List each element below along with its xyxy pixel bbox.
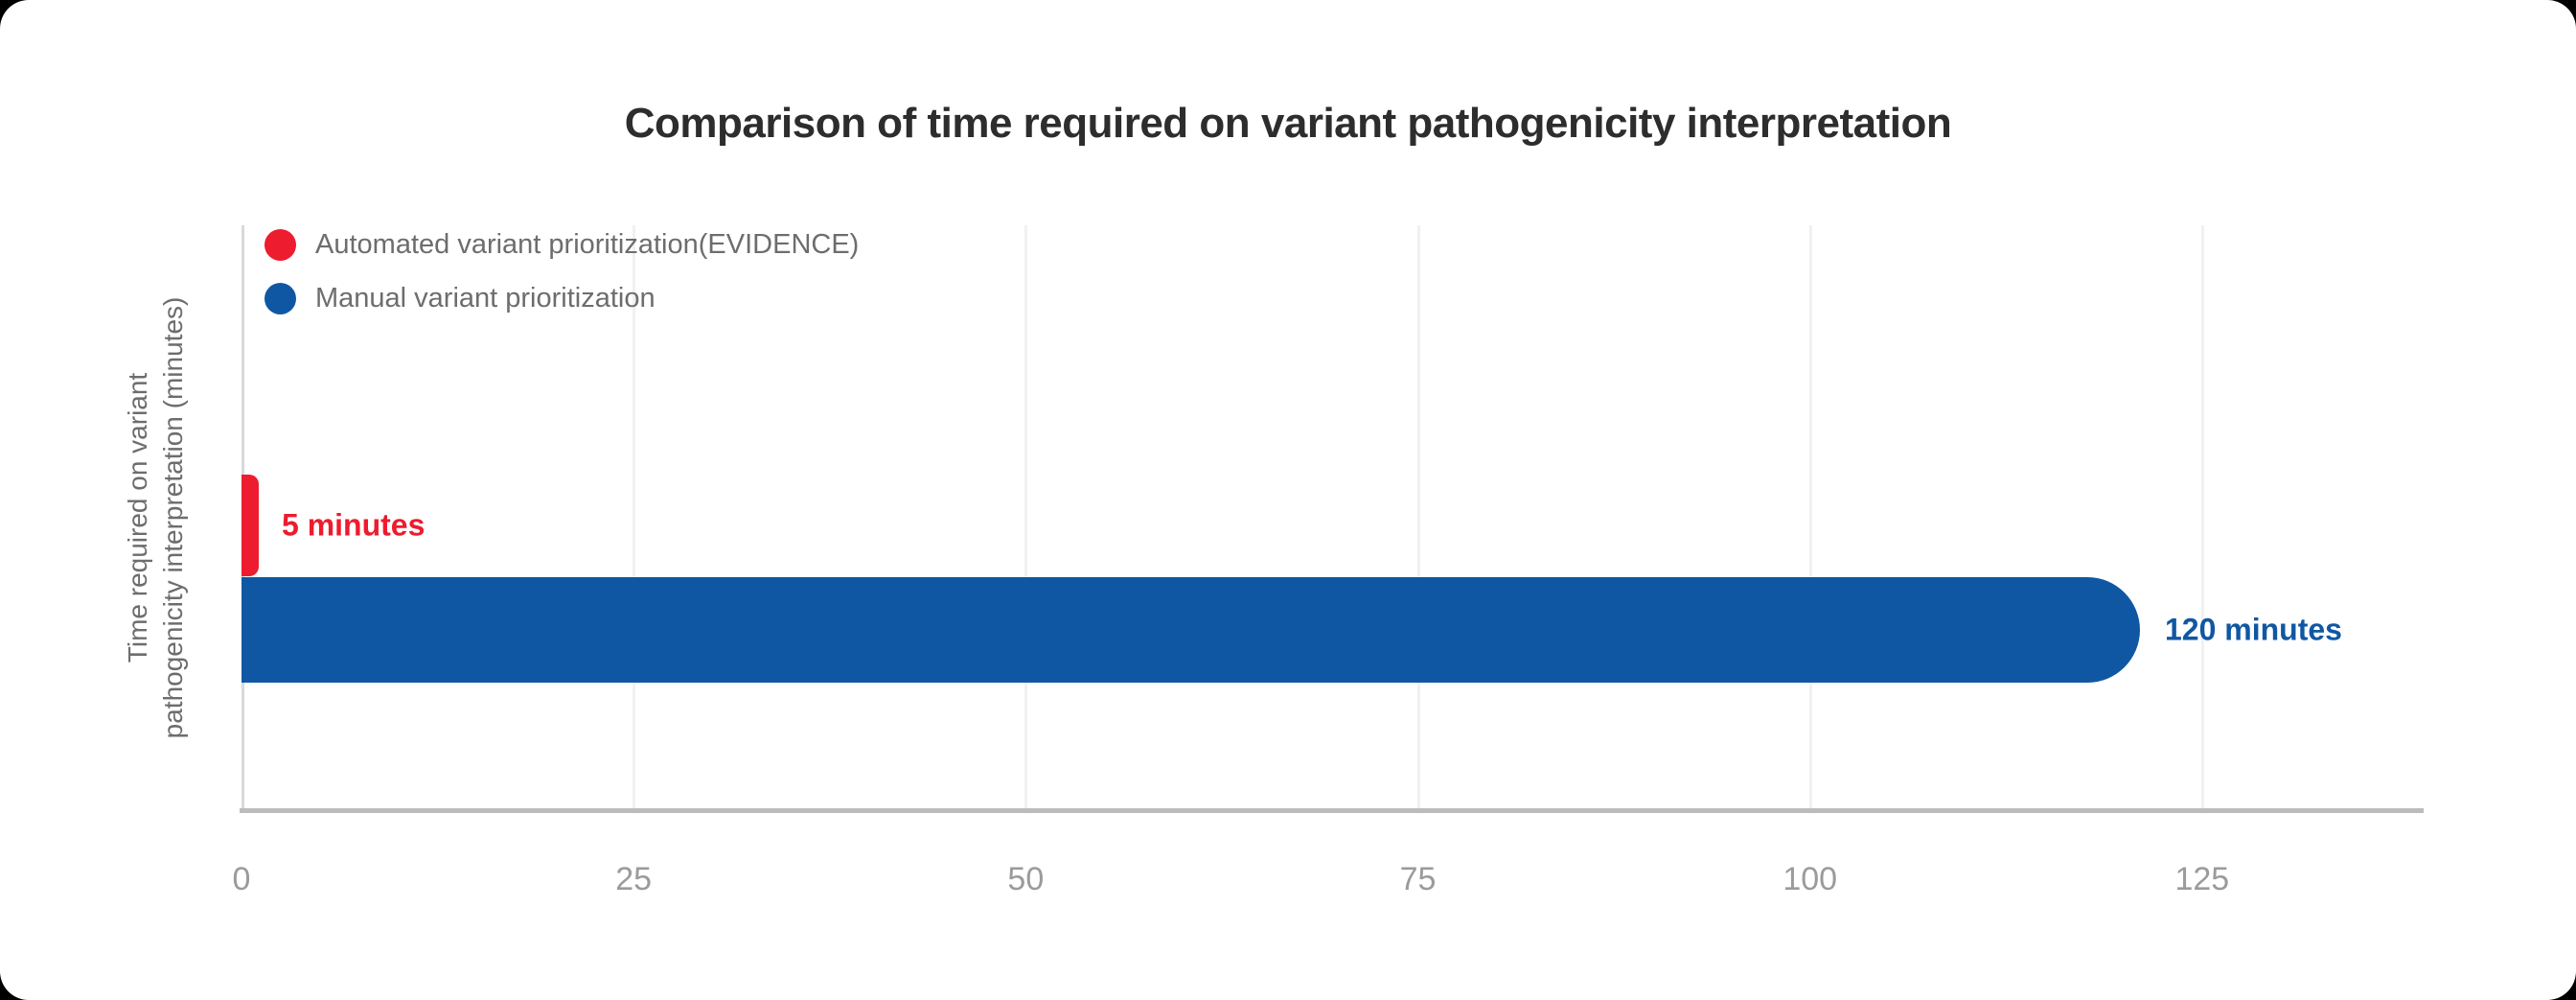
x-tick-label-50: 50	[1007, 861, 1045, 897]
x-tick-label-25: 25	[615, 861, 653, 897]
plot-area: 5 minutes 120 minutes Automated variant p…	[242, 225, 2422, 808]
gridlines-layer	[242, 225, 2422, 808]
bar-automated-variant-prioritization	[242, 475, 259, 576]
legend-dot-icon	[264, 228, 296, 261]
x-tick-label-125: 125	[2174, 861, 2230, 897]
y-axis-label-line1: Time required on variant	[123, 372, 152, 663]
gridline-75	[1416, 225, 1420, 808]
gridline-50	[1024, 225, 1028, 808]
x-tick-label-0: 0	[232, 861, 251, 897]
x-tick-label-75: 75	[1399, 861, 1437, 897]
gridline-125	[2200, 225, 2204, 808]
bar-manual-variant-prioritization	[242, 577, 2140, 683]
x-axis-line	[240, 808, 2424, 813]
bar-value-label: 5 minutes	[282, 507, 426, 543]
bar-value-label: 120 minutes	[2165, 612, 2342, 647]
y-axis-label-line2: pathogenicity interpretation (minutes)	[158, 296, 188, 739]
gridline-25	[632, 225, 636, 808]
x-tick-label-100: 100	[1782, 861, 1838, 897]
legend-item-2: Manual variant prioritization	[264, 271, 859, 325]
y-axis-label: Time required on variant pathogenicity i…	[120, 297, 191, 739]
legend-dot-icon	[264, 282, 296, 314]
legend-item-label: Manual variant prioritization	[315, 282, 656, 314]
bars-layer: 5 minutes 120 minutes	[242, 225, 2422, 808]
chart-title: Comparison of time required on variant p…	[624, 100, 1952, 147]
legend-item-1: Automated variant prioritization(EVIDENC…	[264, 218, 859, 271]
legend: Automated variant prioritization(EVIDENC…	[264, 218, 859, 325]
legend-item-label: Automated variant prioritization(EVIDENC…	[315, 228, 860, 260]
gridline-100	[1808, 225, 1812, 808]
